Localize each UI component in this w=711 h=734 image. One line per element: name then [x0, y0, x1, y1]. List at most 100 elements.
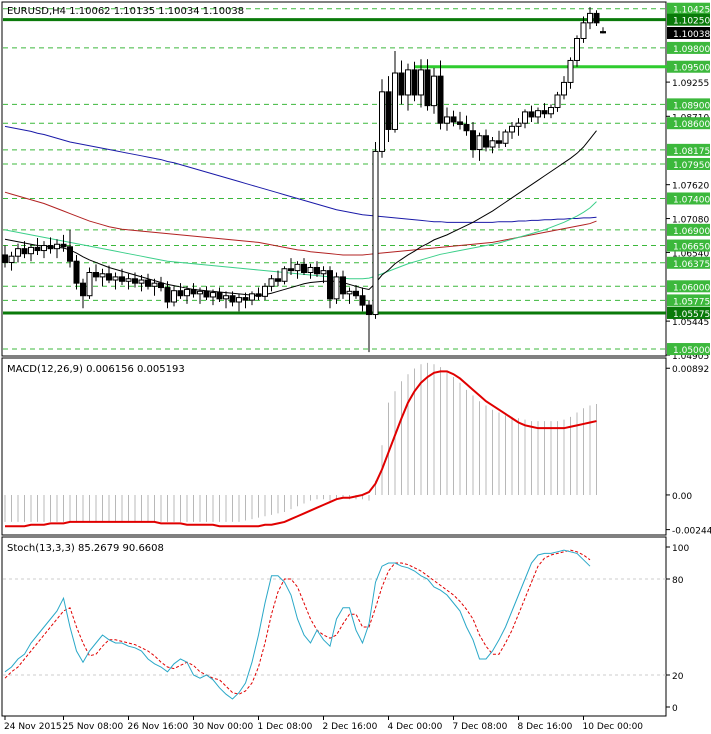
bullish-candle	[86, 272, 93, 297]
bullish-candle	[548, 107, 554, 115]
time-axis-label: 1 Dec 08:00	[258, 722, 313, 732]
macd-axis-label: 0.00	[672, 492, 692, 502]
bullish-candle	[236, 297, 242, 303]
bearish-candle	[385, 91, 392, 130]
bullish-candle	[476, 135, 483, 151]
bearish-candle	[470, 130, 476, 151]
bearish-candle	[398, 72, 405, 96]
bullish-candle	[184, 288, 190, 297]
bearish-candle	[106, 273, 112, 281]
stoch-pane-frame	[1, 536, 667, 717]
stoch-axis-label: 80	[672, 576, 684, 586]
price-level-tag	[667, 280, 710, 293]
bearish-candle	[457, 121, 463, 125]
price-level-tag	[667, 239, 710, 252]
bearish-candle	[255, 293, 262, 297]
price-level-tag-label: 1.08600	[673, 120, 710, 130]
stochastic-indicator: 100 80 20 0	[3, 544, 689, 714]
time-axis-label: 30 Nov 00:00	[193, 722, 254, 732]
bearish-candle	[80, 282, 86, 297]
bullish-candle	[372, 150, 379, 316]
stoch-axis-label: 20	[672, 672, 684, 682]
bearish-candle	[242, 297, 249, 301]
price-level-tag-label: 1.09800	[673, 45, 710, 55]
price-level-tag	[667, 256, 710, 269]
stoch-main-line	[4, 549, 591, 700]
bearish-candle	[158, 282, 164, 289]
time-axis-label: 25 Nov 08:00	[63, 722, 124, 732]
bearish-candle	[327, 270, 333, 300]
candlesticks[interactable]	[2, 7, 606, 353]
bearish-candle	[229, 295, 236, 303]
bearish-candle	[437, 75, 444, 124]
bearish-candle	[203, 290, 210, 298]
bullish-candle	[41, 245, 47, 252]
bearish-candle	[47, 245, 54, 250]
time-axis-label: 10 Dec 00:00	[583, 722, 644, 732]
bullish-candle	[509, 125, 515, 133]
moving-average-line	[4, 130, 597, 297]
bullish-candle	[333, 276, 340, 300]
bearish-candle	[593, 12, 600, 24]
bearish-candle	[216, 292, 223, 300]
price-level-tag-label: 1.06000	[673, 283, 710, 293]
bullish-candle	[580, 22, 587, 40]
bearish-candle	[60, 243, 67, 248]
bearish-candle	[314, 266, 320, 275]
bullish-candle	[346, 290, 353, 295]
bearish-candle	[353, 290, 359, 297]
time-axis: 24 Nov 2015 25 Nov 08:00 26 Nov 16:00 30 No…	[4, 716, 643, 732]
price-level-tag-label: 1.05775	[673, 297, 710, 307]
bullish-candle	[535, 110, 541, 118]
bullish-candle	[197, 290, 203, 295]
moving-averages	[4, 125, 597, 297]
bullish-candle	[171, 290, 177, 303]
bearish-candle	[34, 246, 41, 252]
bearish-candle	[301, 263, 307, 274]
bullish-candle	[554, 94, 561, 109]
bullish-candle	[125, 278, 132, 282]
price-level-tag	[667, 41, 710, 54]
bearish-candle	[600, 31, 606, 34]
price-axis-label: 1.05445	[672, 318, 709, 328]
bullish-candle	[502, 131, 509, 144]
price-level-tag	[667, 26, 710, 39]
price-level-tag-label: 1.10425	[673, 6, 710, 16]
bullish-candle	[587, 12, 593, 24]
price-level-tag	[667, 143, 710, 156]
bearish-candle	[93, 272, 99, 278]
moving-average-line	[4, 201, 597, 280]
time-axis-label: 4 Dec 00:00	[388, 722, 443, 732]
price-levels	[3, 8, 681, 350]
price-level-tag-label: 1.06650	[673, 243, 710, 253]
price-level-tag	[667, 98, 710, 111]
moving-average-line	[4, 125, 597, 223]
bearish-candle	[67, 246, 73, 262]
price-level-tag	[667, 60, 710, 73]
price-level-tag-label: 1.10250	[673, 17, 710, 27]
price-level-tag	[667, 192, 710, 205]
bearish-candle	[145, 279, 151, 287]
bearish-candle	[424, 69, 431, 107]
price-level-tag-label: 1.06900	[673, 227, 710, 237]
bearish-candle	[288, 268, 294, 272]
time-axis-label: 8 Dec 16:00	[518, 722, 573, 732]
price-axis-label: 1.06540	[672, 249, 709, 259]
bullish-candle	[444, 116, 450, 124]
bullish-candle	[112, 276, 119, 281]
bullish-candle	[392, 72, 398, 130]
stoch-signal-line	[4, 549, 591, 695]
bullish-candle	[405, 69, 411, 96]
macd-pane-header: MACD(12,26,9) 0.006156 0.005193	[7, 364, 185, 375]
bearish-candle	[2, 254, 8, 263]
bearish-candle	[119, 276, 125, 282]
bullish-candle	[223, 295, 229, 300]
stoch-axis-label: 100	[672, 544, 689, 554]
price-level-tag	[667, 306, 710, 319]
price-pane-header: EURUSD,H4 1.10062 1.10135 1.10034 1.1003…	[7, 6, 244, 17]
bullish-candle	[515, 122, 522, 127]
bullish-candle	[418, 69, 424, 96]
bullish-candle	[431, 75, 437, 107]
